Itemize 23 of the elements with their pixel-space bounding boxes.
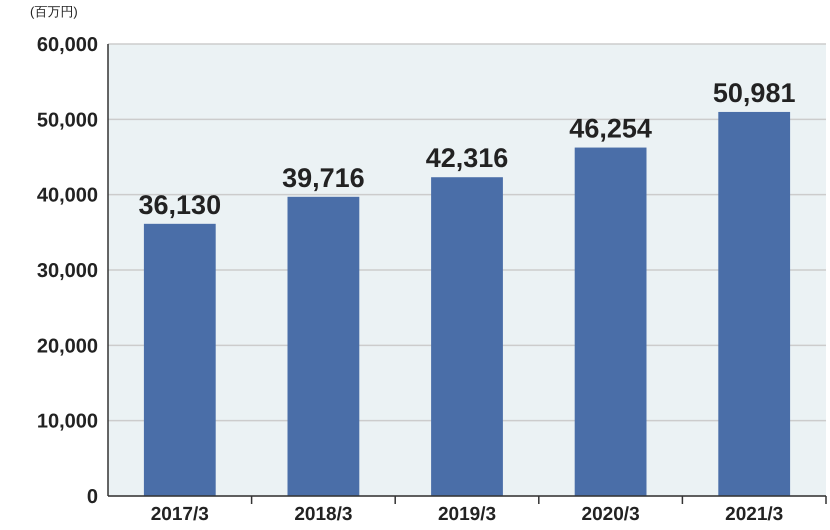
data-label: 50,981 <box>712 78 796 108</box>
bar <box>431 177 503 496</box>
y-tick-label: 30,000 <box>36 260 98 282</box>
y-tick-label: 50,000 <box>36 109 98 132</box>
y-tick-label: 20,000 <box>36 335 98 358</box>
bar <box>718 112 790 496</box>
y-tick-label: 60,000 <box>36 34 98 56</box>
x-tick-label: 2018/3 <box>294 504 352 525</box>
y-tick-label: 40,000 <box>36 184 98 207</box>
data-label: 46,254 <box>569 114 652 144</box>
y-axis-title: (百万円) <box>30 4 78 19</box>
bar <box>574 148 646 496</box>
bar <box>144 224 216 496</box>
x-tick-label: 2019/3 <box>438 504 496 525</box>
bar <box>288 196 360 496</box>
x-tick-label: 2017/3 <box>150 504 209 525</box>
data-label: 39,716 <box>282 162 365 193</box>
data-label: 42,316 <box>426 143 508 174</box>
x-tick-label: 2020/3 <box>582 504 640 525</box>
data-label: 36,130 <box>138 190 222 220</box>
y-tick-label: 0 <box>86 486 98 508</box>
x-tick-label: 2021/3 <box>725 504 784 525</box>
y-tick-label: 10,000 <box>36 410 98 433</box>
